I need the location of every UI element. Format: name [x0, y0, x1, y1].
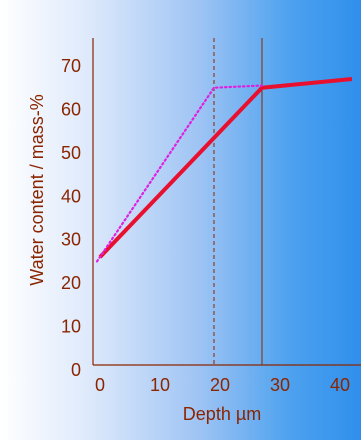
y-tick-label: 50: [61, 143, 81, 163]
x-tick-label: 40: [330, 375, 350, 395]
series-line-1: [98, 77, 353, 259]
y-tick-label: 10: [61, 317, 81, 337]
x-axis-title: Depth µm: [183, 404, 261, 424]
x-tick-labels: 0 10 20 30 40: [95, 375, 350, 395]
y-tick-label: 60: [61, 99, 81, 119]
x-tick-label: 30: [270, 375, 290, 395]
y-tick-label: 20: [61, 273, 81, 293]
x-tick-label: 10: [150, 375, 170, 395]
y-tick-label: 40: [61, 186, 81, 206]
series-group: [95, 77, 353, 263]
x-tick-label: 0: [95, 375, 105, 395]
reference-lines: [213, 38, 263, 365]
y-tick-label: 30: [61, 230, 81, 250]
y-tick-label: 70: [61, 56, 81, 76]
y-axis-title: Water content / mass-%: [27, 94, 47, 285]
y-tick-label: 0: [71, 360, 81, 380]
series-line-2: [95, 84, 264, 263]
x-tick-label: 20: [210, 375, 230, 395]
y-tick-labels: 0 10 20 30 40 50 60 70: [61, 56, 81, 380]
